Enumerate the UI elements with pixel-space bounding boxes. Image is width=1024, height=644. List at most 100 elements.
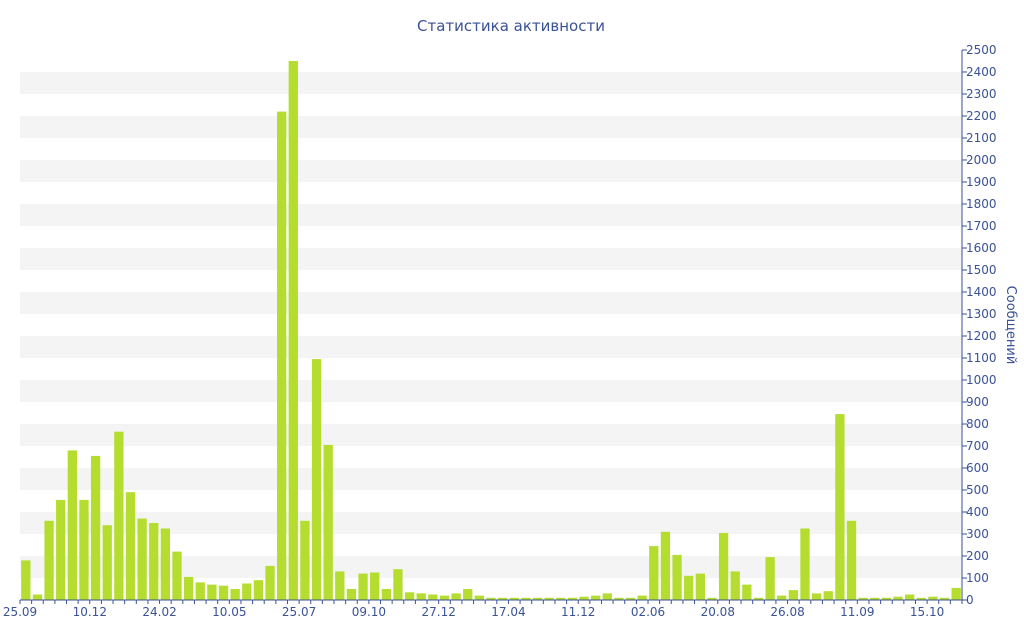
y-tick-label: 1800 bbox=[966, 197, 997, 211]
bar bbox=[928, 596, 938, 600]
grid-bands bbox=[20, 72, 962, 578]
y-tick-label: 500 bbox=[966, 483, 989, 497]
y-tick-label: 2200 bbox=[966, 109, 997, 123]
bar bbox=[300, 520, 310, 600]
bar bbox=[323, 444, 333, 600]
y-tick-label: 2100 bbox=[966, 131, 997, 145]
bar bbox=[463, 589, 473, 600]
y-tick-label: 1300 bbox=[966, 307, 997, 321]
bar bbox=[125, 492, 136, 600]
bar bbox=[21, 560, 31, 600]
bar bbox=[509, 597, 519, 600]
grid-band bbox=[20, 72, 962, 94]
y-tick-label: 1600 bbox=[966, 241, 997, 255]
y-tick-label: 700 bbox=[966, 439, 989, 453]
bar bbox=[614, 597, 624, 600]
y-tick-label: 300 bbox=[966, 527, 989, 541]
y-tick-label: 1100 bbox=[966, 351, 997, 365]
bar bbox=[346, 589, 357, 600]
bar bbox=[951, 587, 961, 600]
bar bbox=[90, 455, 101, 600]
y-tick-label: 1900 bbox=[966, 175, 997, 189]
y-tick-label: 1000 bbox=[966, 373, 997, 387]
x-tick-label: 11.09 bbox=[840, 605, 874, 619]
bar bbox=[195, 582, 205, 600]
y-tick-label: 1200 bbox=[966, 329, 997, 343]
y-tick-label: 1500 bbox=[966, 263, 997, 277]
bar bbox=[718, 532, 729, 600]
bar bbox=[381, 589, 391, 600]
bar bbox=[67, 450, 77, 600]
x-tick-label: 24.02 bbox=[142, 605, 176, 619]
bar bbox=[56, 499, 66, 600]
grid-band bbox=[20, 336, 962, 358]
bar bbox=[637, 595, 647, 600]
bar bbox=[230, 589, 240, 600]
bar bbox=[404, 592, 415, 600]
bar bbox=[532, 597, 543, 600]
grid-band bbox=[20, 248, 962, 270]
x-tick-label: 25.07 bbox=[282, 605, 316, 619]
y-tick-label: 1700 bbox=[966, 219, 997, 233]
bar bbox=[881, 597, 892, 600]
x-tick-label: 15.10 bbox=[910, 605, 944, 619]
bar bbox=[114, 431, 124, 600]
chart-title: Статистика активности bbox=[417, 17, 605, 35]
bar bbox=[393, 569, 403, 600]
bar bbox=[277, 111, 287, 600]
bar bbox=[695, 573, 705, 600]
y-axis: 0 100 200 300 400 500 600 700 800 900 1000 1100 1200… bbox=[961, 43, 997, 607]
bar bbox=[602, 593, 612, 600]
y-tick-label: 2500 bbox=[966, 43, 997, 57]
x-tick-label: 11.12 bbox=[561, 605, 595, 619]
y-tick-label: 0 bbox=[966, 593, 974, 607]
y-tick-label: 2300 bbox=[966, 87, 997, 101]
bar bbox=[160, 528, 171, 600]
bar bbox=[79, 499, 89, 600]
bar bbox=[707, 597, 717, 600]
x-tick-label: 17.04 bbox=[491, 605, 525, 619]
bar bbox=[497, 597, 508, 600]
bar bbox=[172, 551, 182, 600]
bar bbox=[660, 531, 671, 600]
bar bbox=[893, 596, 903, 600]
bar bbox=[591, 595, 601, 600]
y-tick-label: 200 bbox=[966, 549, 989, 563]
grid-band bbox=[20, 116, 962, 138]
bar bbox=[649, 546, 659, 600]
bar bbox=[311, 359, 322, 600]
grid-band bbox=[20, 512, 962, 534]
bar bbox=[253, 580, 264, 600]
bar bbox=[765, 557, 775, 600]
bar bbox=[579, 596, 589, 600]
bar-series bbox=[21, 61, 961, 600]
x-tick-label: 10.05 bbox=[212, 605, 246, 619]
bar bbox=[753, 597, 764, 600]
y-tick-label: 2000 bbox=[966, 153, 997, 167]
x-axis: 25.09 10.12 24.02 10.05 25.07 09.10 27.12 17.04… bbox=[3, 599, 963, 619]
grid-band bbox=[20, 424, 962, 446]
bar bbox=[218, 585, 229, 600]
bar bbox=[672, 554, 682, 600]
bar bbox=[800, 528, 810, 600]
y-tick-label: 2400 bbox=[966, 65, 997, 79]
y-tick-label: 600 bbox=[966, 461, 989, 475]
grid-band bbox=[20, 292, 962, 314]
bar bbox=[358, 573, 368, 600]
x-tick-label: 27.12 bbox=[421, 605, 455, 619]
x-tick-label: 26.08 bbox=[770, 605, 804, 619]
bar bbox=[265, 565, 275, 600]
bar bbox=[44, 520, 54, 600]
y-tick-label: 1400 bbox=[966, 285, 997, 299]
bar bbox=[416, 593, 426, 600]
bar bbox=[742, 584, 752, 600]
grid-band bbox=[20, 204, 962, 226]
bar bbox=[149, 523, 159, 600]
x-tick-label: 09.10 bbox=[352, 605, 386, 619]
bar bbox=[137, 518, 147, 600]
bar bbox=[823, 591, 833, 600]
bar bbox=[335, 571, 345, 600]
y-tick-label: 800 bbox=[966, 417, 989, 431]
bar bbox=[788, 590, 799, 600]
